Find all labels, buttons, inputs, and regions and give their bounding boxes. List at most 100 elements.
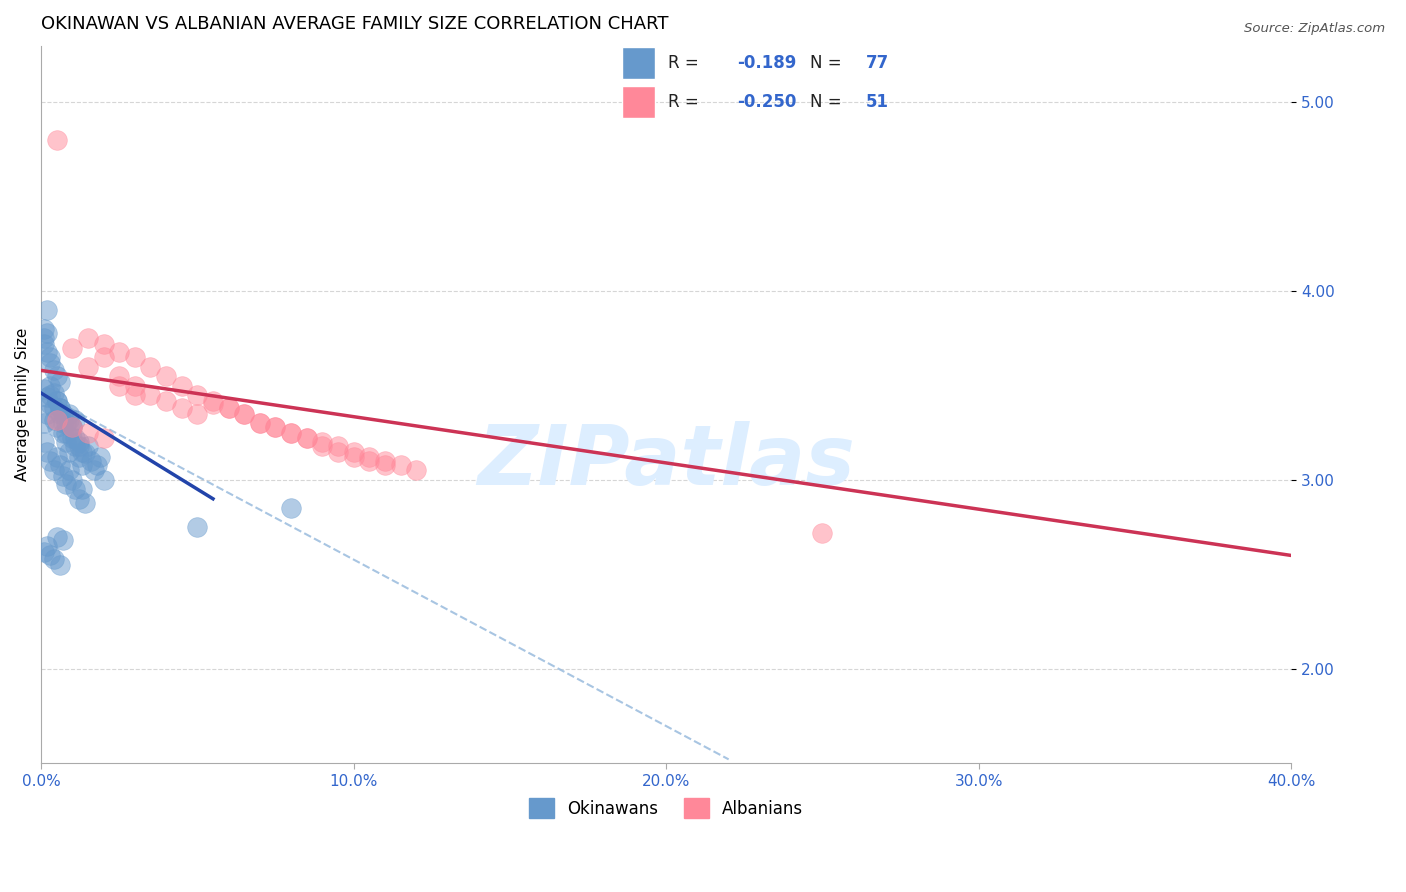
- Text: N =: N =: [810, 93, 846, 112]
- Point: [37, 444, 59, 458]
- Point: [67, 439, 90, 453]
- Point: [155, 369, 177, 384]
- Point: [186, 388, 208, 402]
- Point: [32, 382, 55, 396]
- Point: [32, 435, 55, 450]
- Point: [67, 450, 90, 465]
- Point: [45, 450, 67, 465]
- Point: [58, 444, 80, 458]
- Point: [280, 501, 302, 516]
- Point: [93, 337, 115, 351]
- Point: [326, 444, 349, 458]
- Point: [93, 431, 115, 445]
- Point: [65, 431, 87, 445]
- Text: -0.189: -0.189: [737, 54, 797, 72]
- Point: [218, 401, 240, 416]
- Text: 51: 51: [866, 93, 889, 112]
- Point: [374, 454, 396, 468]
- Point: [186, 520, 208, 534]
- Point: [60, 473, 83, 487]
- Point: [39, 549, 62, 563]
- Point: [389, 458, 412, 472]
- Point: [49, 407, 72, 421]
- Point: [73, 495, 96, 509]
- Point: [77, 359, 100, 374]
- Point: [32, 417, 55, 431]
- Point: [108, 369, 131, 384]
- Point: [39, 388, 62, 402]
- Point: [264, 420, 287, 434]
- Point: [45, 412, 67, 426]
- Point: [32, 331, 55, 345]
- Point: [264, 420, 287, 434]
- Point: [42, 386, 65, 401]
- Text: R =: R =: [668, 54, 704, 72]
- Point: [52, 533, 75, 548]
- Point: [60, 420, 83, 434]
- Point: [65, 412, 87, 426]
- Point: [42, 412, 65, 426]
- Point: [45, 393, 67, 408]
- Point: [280, 425, 302, 440]
- Point: [45, 133, 67, 147]
- Point: [45, 420, 67, 434]
- Point: [52, 417, 75, 431]
- Point: [55, 435, 77, 450]
- Point: [65, 439, 87, 453]
- Point: [124, 388, 146, 402]
- Point: [42, 401, 65, 416]
- Point: [49, 558, 72, 572]
- Point: [32, 544, 55, 558]
- Point: [80, 454, 103, 468]
- Point: [58, 412, 80, 426]
- Text: N =: N =: [810, 54, 846, 72]
- Point: [55, 417, 77, 431]
- Point: [343, 450, 366, 465]
- Point: [77, 331, 100, 345]
- Point: [70, 458, 93, 472]
- Point: [67, 491, 90, 506]
- Point: [39, 378, 62, 392]
- Point: [280, 425, 302, 440]
- Point: [359, 450, 381, 465]
- Point: [311, 439, 333, 453]
- FancyBboxPatch shape: [621, 87, 655, 118]
- Point: [37, 303, 59, 318]
- Point: [70, 483, 93, 497]
- Point: [55, 476, 77, 491]
- Point: [93, 473, 115, 487]
- Point: [295, 431, 318, 445]
- Point: [108, 344, 131, 359]
- Point: [37, 390, 59, 404]
- Text: Source: ZipAtlas.com: Source: ZipAtlas.com: [1244, 22, 1385, 36]
- Point: [39, 397, 62, 411]
- Text: ZIPatlas: ZIPatlas: [477, 421, 855, 502]
- Point: [52, 469, 75, 483]
- Point: [45, 393, 67, 408]
- Point: [170, 401, 193, 416]
- Point: [37, 539, 59, 553]
- Point: [58, 407, 80, 421]
- Point: [49, 375, 72, 389]
- Point: [60, 420, 83, 434]
- Point: [49, 401, 72, 416]
- Point: [218, 401, 240, 416]
- Y-axis label: Average Family Size: Average Family Size: [15, 327, 30, 481]
- Point: [49, 458, 72, 472]
- Point: [405, 463, 427, 477]
- Point: [359, 454, 381, 468]
- Point: [39, 356, 62, 370]
- Point: [233, 407, 256, 421]
- Point: [295, 431, 318, 445]
- Point: [326, 439, 349, 453]
- Text: 77: 77: [866, 54, 889, 72]
- Point: [86, 458, 108, 472]
- Point: [70, 444, 93, 458]
- Point: [45, 530, 67, 544]
- Point: [201, 393, 224, 408]
- Text: -0.250: -0.250: [737, 93, 797, 112]
- Point: [249, 417, 271, 431]
- Point: [139, 388, 162, 402]
- Point: [52, 407, 75, 421]
- Point: [32, 337, 55, 351]
